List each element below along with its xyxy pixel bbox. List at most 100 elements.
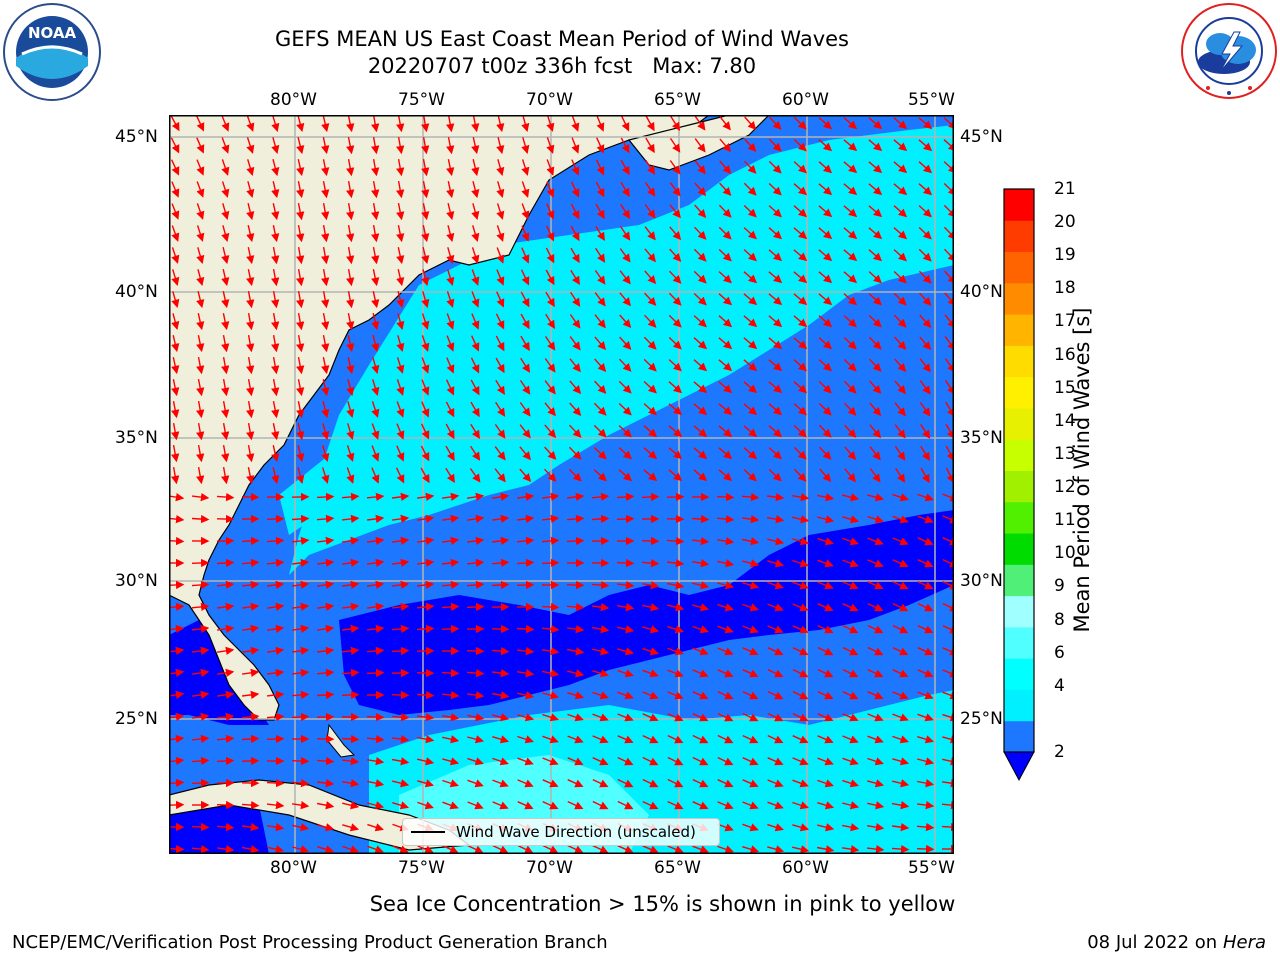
wind-wave-arrow (246, 115, 255, 132)
wind-wave-arrow (793, 337, 808, 350)
wind-wave-arrow (292, 845, 310, 854)
wind-wave-arrow (919, 336, 932, 351)
wind-wave-arrow (693, 403, 708, 416)
wind-wave-arrow (793, 424, 807, 438)
wind-wave-arrow (221, 334, 230, 353)
wind-wave-arrow (867, 801, 885, 810)
wind-wave-arrow (221, 159, 230, 176)
wind-wave-arrow (421, 225, 430, 243)
wind-wave-arrow (471, 137, 480, 155)
wind-wave-arrow (768, 315, 783, 328)
wind-wave-arrow (446, 159, 455, 177)
wind-wave-arrow (241, 734, 260, 744)
wind-wave-arrow (195, 115, 205, 132)
wind-wave-arrow (767, 712, 784, 722)
wind-wave-arrow (792, 537, 810, 546)
wind-wave-arrow (441, 492, 460, 502)
wind-wave-arrow (396, 379, 405, 396)
wind-wave-arrow (667, 778, 684, 788)
wind-wave-arrow (742, 669, 759, 678)
wind-wave-arrow (246, 290, 255, 309)
wind-wave-arrow (768, 359, 783, 372)
wind-wave-arrow (742, 690, 759, 700)
wind-wave-arrow (594, 380, 607, 394)
wind-wave-arrow (292, 580, 310, 590)
wind-wave-arrow (446, 136, 455, 155)
lat-label-left-25n: 25°N (115, 709, 158, 729)
wind-wave-arrow (521, 159, 530, 176)
wind-wave-arrow (469, 468, 481, 483)
wind-wave-arrow (291, 800, 310, 810)
wind-wave-arrow (717, 801, 734, 810)
wind-wave-arrow (767, 668, 784, 678)
wind-wave-arrow (496, 225, 505, 242)
wind-wave-arrow (818, 315, 833, 328)
wind-wave-arrow (266, 646, 285, 656)
wind-wave-arrow (546, 181, 555, 198)
wind-wave-arrow (941, 800, 954, 810)
wind-wave-arrow (892, 713, 909, 722)
wind-wave-arrow (917, 713, 934, 722)
wind-wave-arrow (743, 381, 758, 394)
wind-wave-arrow (742, 559, 760, 568)
wind-wave-arrow (221, 356, 230, 375)
wind-wave-arrow (196, 181, 205, 198)
waves-4-6s-north (289, 125, 954, 575)
wind-wave-arrow (693, 447, 708, 460)
wind-wave-arrow (867, 757, 884, 766)
wind-wave-arrow (546, 137, 555, 154)
wind-wave-arrow (291, 602, 310, 612)
wind-wave-arrow (743, 315, 758, 328)
wind-wave-arrow (692, 756, 709, 766)
wind-wave-arrow (491, 492, 510, 502)
wind-wave-arrow (843, 380, 857, 394)
wind-wave-arrow (942, 757, 954, 766)
wind-wave-arrow (867, 779, 885, 788)
wind-wave-arrow (496, 115, 505, 133)
wind-wave-arrow (692, 647, 709, 656)
wind-wave-arrow (619, 226, 631, 241)
wind-wave-arrow (793, 138, 807, 152)
wind-wave-arrow (492, 779, 509, 788)
wind-wave-arrow (494, 446, 506, 461)
wind-wave-arrow (471, 313, 480, 330)
wind-wave-arrow (719, 160, 732, 175)
wind-wave-arrow (594, 314, 606, 329)
wind-wave-arrow (616, 603, 635, 612)
wind-wave-arrow (291, 690, 310, 700)
lat-label-right-30n: 30°N (960, 571, 1003, 591)
colorbar-tick-label: 9 (1054, 576, 1065, 597)
wind-wave-arrow (742, 647, 759, 656)
wind-wave-arrow (316, 514, 335, 524)
wind-wave-arrow (792, 603, 809, 612)
wind-wave-arrow (842, 779, 859, 788)
wind-wave-arrow (416, 690, 435, 700)
wind-wave-arrow (817, 537, 834, 546)
wind-wave-arrow (196, 422, 205, 441)
wind-wave-arrow (421, 379, 430, 396)
lon-label-top-60w: 60°W (782, 90, 829, 110)
wind-wave-arrow (421, 335, 430, 352)
wind-wave-arrow (893, 292, 907, 306)
wind-wave-arrow (519, 424, 531, 439)
wind-wave-arrow (441, 602, 460, 612)
wind-wave-arrow (442, 735, 460, 744)
wind-wave-arrow (446, 247, 455, 265)
wind-wave-arrow (346, 290, 355, 309)
wind-wave-arrow (241, 646, 260, 656)
wind-wave-arrow (717, 823, 734, 832)
wind-wave-arrow (392, 845, 409, 854)
wind-wave-arrow (892, 493, 909, 502)
wind-wave-arrow (192, 712, 210, 722)
wind-wave-arrow (768, 138, 782, 152)
wind-wave-arrow (546, 159, 555, 176)
wind-wave-arrow (943, 117, 954, 130)
wind-wave-arrow (868, 205, 883, 218)
wind-wave-arrow (592, 735, 609, 744)
lon-label-bottom-75w: 75°W (398, 858, 445, 878)
wind-wave-arrow (342, 756, 360, 766)
wind-wave-arrow (517, 801, 534, 810)
wind-wave-arrow (742, 779, 759, 788)
colorbar-segment (1004, 220, 1034, 253)
wind-wave-arrow (445, 423, 455, 440)
